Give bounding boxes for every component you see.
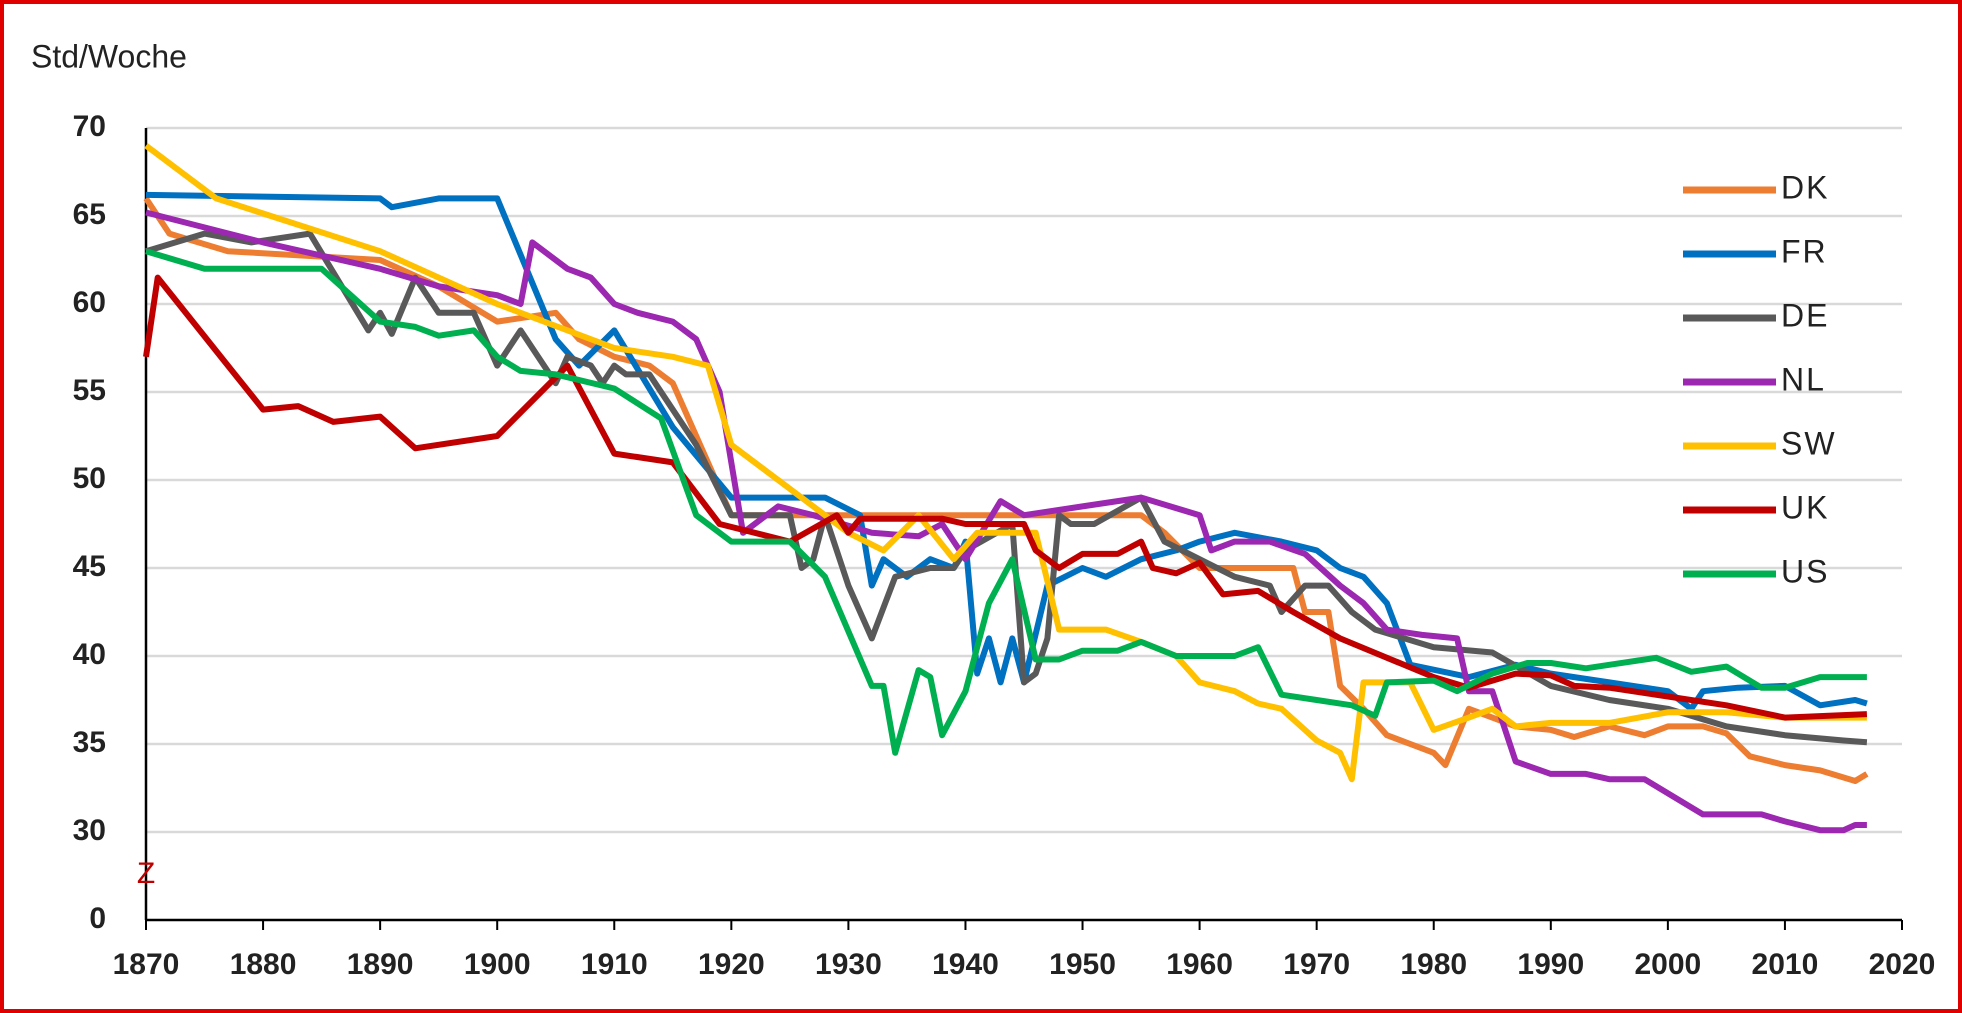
series-line — [145, 230, 1868, 746]
y-tick-label: 40 — [73, 638, 106, 671]
legend-label: DK — [1781, 169, 1829, 205]
x-tick-label: 2010 — [1752, 948, 1819, 981]
x-tick-label: 1940 — [932, 948, 999, 981]
series-line — [145, 191, 1868, 712]
x-tick-label: 1920 — [698, 948, 765, 981]
legend-label: US — [1781, 553, 1829, 589]
x-tick-label: 1990 — [1517, 948, 1584, 981]
y-axis-label: Std/Woche — [31, 38, 187, 74]
axis-break: Z — [137, 857, 155, 890]
series-line — [143, 196, 1869, 784]
x-tick-label: 1960 — [1166, 948, 1233, 981]
y-tick-label: 35 — [73, 726, 106, 759]
series-line — [144, 143, 1867, 783]
legend-label: NL — [1781, 361, 1826, 397]
y-tick-label: 60 — [73, 286, 106, 319]
legend-label: UK — [1781, 489, 1829, 525]
y-tick-label: 45 — [73, 550, 106, 583]
x-tick-label: 1930 — [815, 948, 882, 981]
legend-label: FR — [1781, 233, 1828, 269]
legend-label: DE — [1781, 297, 1829, 333]
x-tick-label: 1880 — [230, 948, 297, 981]
x-tick-label: 2020 — [1869, 948, 1936, 981]
y-tick-label: 65 — [73, 198, 106, 231]
series-line — [145, 248, 1867, 756]
x-tick-label: 1900 — [464, 948, 531, 981]
y-tick-label: 55 — [73, 374, 106, 407]
x-tick-label: 1870 — [113, 948, 180, 981]
x-tick-label: 1970 — [1283, 948, 1350, 981]
y-tick-label: 50 — [73, 462, 106, 495]
y-tick-label: 0 — [89, 902, 106, 935]
legend-label: SW — [1781, 425, 1837, 461]
series-line — [145, 209, 1867, 834]
x-tick-label: 1890 — [347, 948, 414, 981]
series-line — [143, 274, 1868, 721]
x-tick-label: 2000 — [1634, 948, 1701, 981]
x-tick-label: 1980 — [1400, 948, 1467, 981]
x-tick-label: 1950 — [1049, 948, 1116, 981]
x-tick-label: 1910 — [581, 948, 648, 981]
y-tick-label: 30 — [73, 814, 106, 847]
y-tick-label: 70 — [73, 110, 106, 143]
